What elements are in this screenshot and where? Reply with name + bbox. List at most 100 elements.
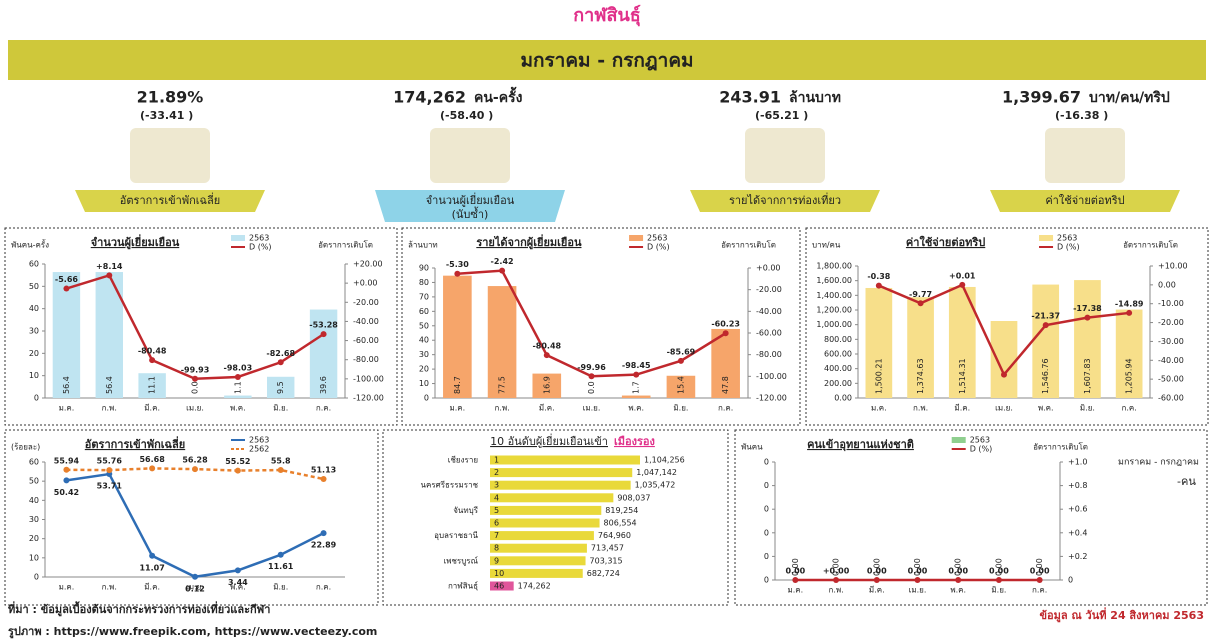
bar-value-label: 1,104,256: [644, 456, 685, 465]
marker: [833, 577, 839, 583]
point-value-label: 11.61: [268, 562, 294, 571]
rank-label: 9: [494, 556, 499, 565]
marker: [278, 552, 284, 558]
bar-value-label: 9.5: [276, 381, 285, 394]
y2-tick-label: -80.00: [756, 350, 782, 359]
category-label: นครศรีธรรมราช: [421, 481, 479, 490]
x-tick-label: มิ.ย.: [991, 586, 1006, 595]
y-axis-label: ล้านบาท: [408, 241, 438, 250]
y-tick-label: 30: [29, 515, 39, 524]
marker: [633, 372, 639, 378]
rank-label: 1: [494, 456, 499, 465]
as-of-date: ข้อมูล ณ วันที่ 24 สิงหาคม 2563: [1040, 607, 1204, 623]
annotation: -คน: [1177, 475, 1196, 488]
point-value-label: 51.13: [311, 466, 336, 475]
marker: [192, 574, 198, 580]
rank-label: 2: [494, 468, 499, 477]
kpi-label: รายได้จากการท่องเที่ยว: [729, 192, 841, 207]
chart-title: จำนวนผู้เยี่ยมเยือน: [91, 234, 180, 250]
x-tick-label: ม.ค.: [59, 583, 75, 592]
bar: [224, 396, 251, 398]
legend-label: 2562: [249, 445, 269, 454]
y-tick-label: 50: [29, 477, 39, 486]
y-tick-label: 90: [419, 264, 429, 273]
legend-label: D (%): [1057, 243, 1080, 252]
marker: [915, 577, 921, 583]
y2-tick-label: -60.00: [756, 329, 782, 338]
y-tick-label: 20: [29, 349, 39, 358]
marker: [1037, 577, 1043, 583]
y-tick-label: 0: [34, 573, 39, 582]
category-label: จันทบุรี: [453, 506, 479, 515]
marker: [149, 553, 155, 559]
kpi-value: 174,262: [393, 88, 466, 107]
point-value-label: -98.45: [622, 361, 651, 370]
legend-label: 2563: [249, 436, 269, 445]
point-value-label: 55.76: [97, 457, 123, 466]
point-value-label: 11.07: [139, 563, 164, 572]
kpi-label: อัตราการเข้าพักเฉลี่ย: [120, 192, 220, 207]
source: ที่มา : ข้อมูลเบื้องต้นจากกระทรวงการท่อง…: [8, 601, 270, 617]
kpi-label: (นับซ้ำ): [452, 206, 489, 221]
bar-value-label: 56.4: [62, 376, 71, 394]
y-tick-label: 0: [764, 576, 769, 585]
bar-value-label: 39.6: [319, 376, 328, 394]
point-value-label: -80.48: [532, 342, 561, 351]
legend-label: D (%): [647, 243, 670, 252]
bar-value-label: 47.8: [721, 376, 730, 394]
bar-value-label: 16.9: [542, 376, 551, 394]
y-tick-label: 10: [29, 371, 39, 380]
x-tick-label: ก.ค.: [316, 583, 331, 592]
y2-axis-label: อัตราการเติบโต: [1123, 240, 1178, 250]
y-tick-label: 50: [419, 321, 429, 330]
bar-value-label: 11.1: [148, 376, 157, 394]
marker: [278, 359, 284, 365]
point-value-label: 0.00: [908, 567, 928, 576]
legend-swatch: [1039, 235, 1053, 241]
marker: [192, 376, 198, 382]
point-value-label: -82.68: [266, 349, 295, 358]
legend-label: 2563: [647, 234, 667, 243]
x-tick-label: เม.ย.: [583, 404, 601, 413]
x-tick-label: ก.ค.: [1122, 404, 1137, 413]
bar-value-label: 174,262: [518, 582, 551, 591]
point-value-label: -14.89: [1115, 299, 1144, 308]
y-tick-label: 1,800.00: [816, 262, 852, 271]
point-value-label: -99.96: [577, 363, 606, 372]
kpi-unit: บาท/คน/ทริป: [1089, 90, 1170, 106]
kpi-illustration: [1045, 128, 1125, 183]
x-tick-label: พ.ค.: [950, 586, 966, 595]
chart-title: 10 อันดับผู้เยี่ยมเยือนเข้า: [490, 433, 608, 448]
kpi-value: 243.91: [719, 88, 781, 107]
bar: [490, 468, 632, 477]
kpi-unit: คน-ครั้ง: [474, 86, 523, 106]
chart-title: ค่าใช้จ่ายต่อทริป: [906, 235, 985, 249]
point-value-label: 0.00: [948, 567, 968, 576]
bar-value-label: 819,254: [605, 506, 638, 515]
y2-tick-label: 0: [1068, 576, 1073, 585]
bar-value-label: 1,607.83: [1083, 358, 1092, 394]
marker: [321, 331, 327, 337]
point-value-label: 0.00: [785, 567, 805, 576]
y-tick-label: 20: [29, 534, 39, 543]
y2-tick-label: -100.00: [353, 374, 384, 383]
rank-label: 3: [494, 481, 499, 490]
marker: [499, 268, 505, 274]
x-tick-label: ม.ค.: [59, 404, 75, 413]
page: {"header":{"title":"กาฬสินธุ์","period":…: [0, 0, 1214, 643]
marker: [106, 272, 112, 278]
y-tick-label: 50: [29, 282, 39, 291]
y2-tick-label: -20.00: [353, 298, 379, 307]
y-tick-label: 70: [419, 292, 429, 301]
point-value-label: 22.89: [311, 541, 337, 550]
rank-label: 4: [494, 493, 499, 502]
y-tick-label: 600.00: [824, 350, 852, 359]
x-tick-label: เม.ย.: [909, 586, 927, 595]
y-tick-label: 80: [419, 278, 429, 287]
y2-tick-label: +10.00: [1158, 262, 1188, 271]
kpi-illustration: [130, 128, 210, 183]
y2-tick-label: 0.00: [1158, 280, 1176, 289]
y2-tick-label: +1.0: [1068, 458, 1087, 467]
legend-label: 2563: [970, 436, 990, 445]
y2-tick-label: -60.00: [1158, 394, 1184, 403]
